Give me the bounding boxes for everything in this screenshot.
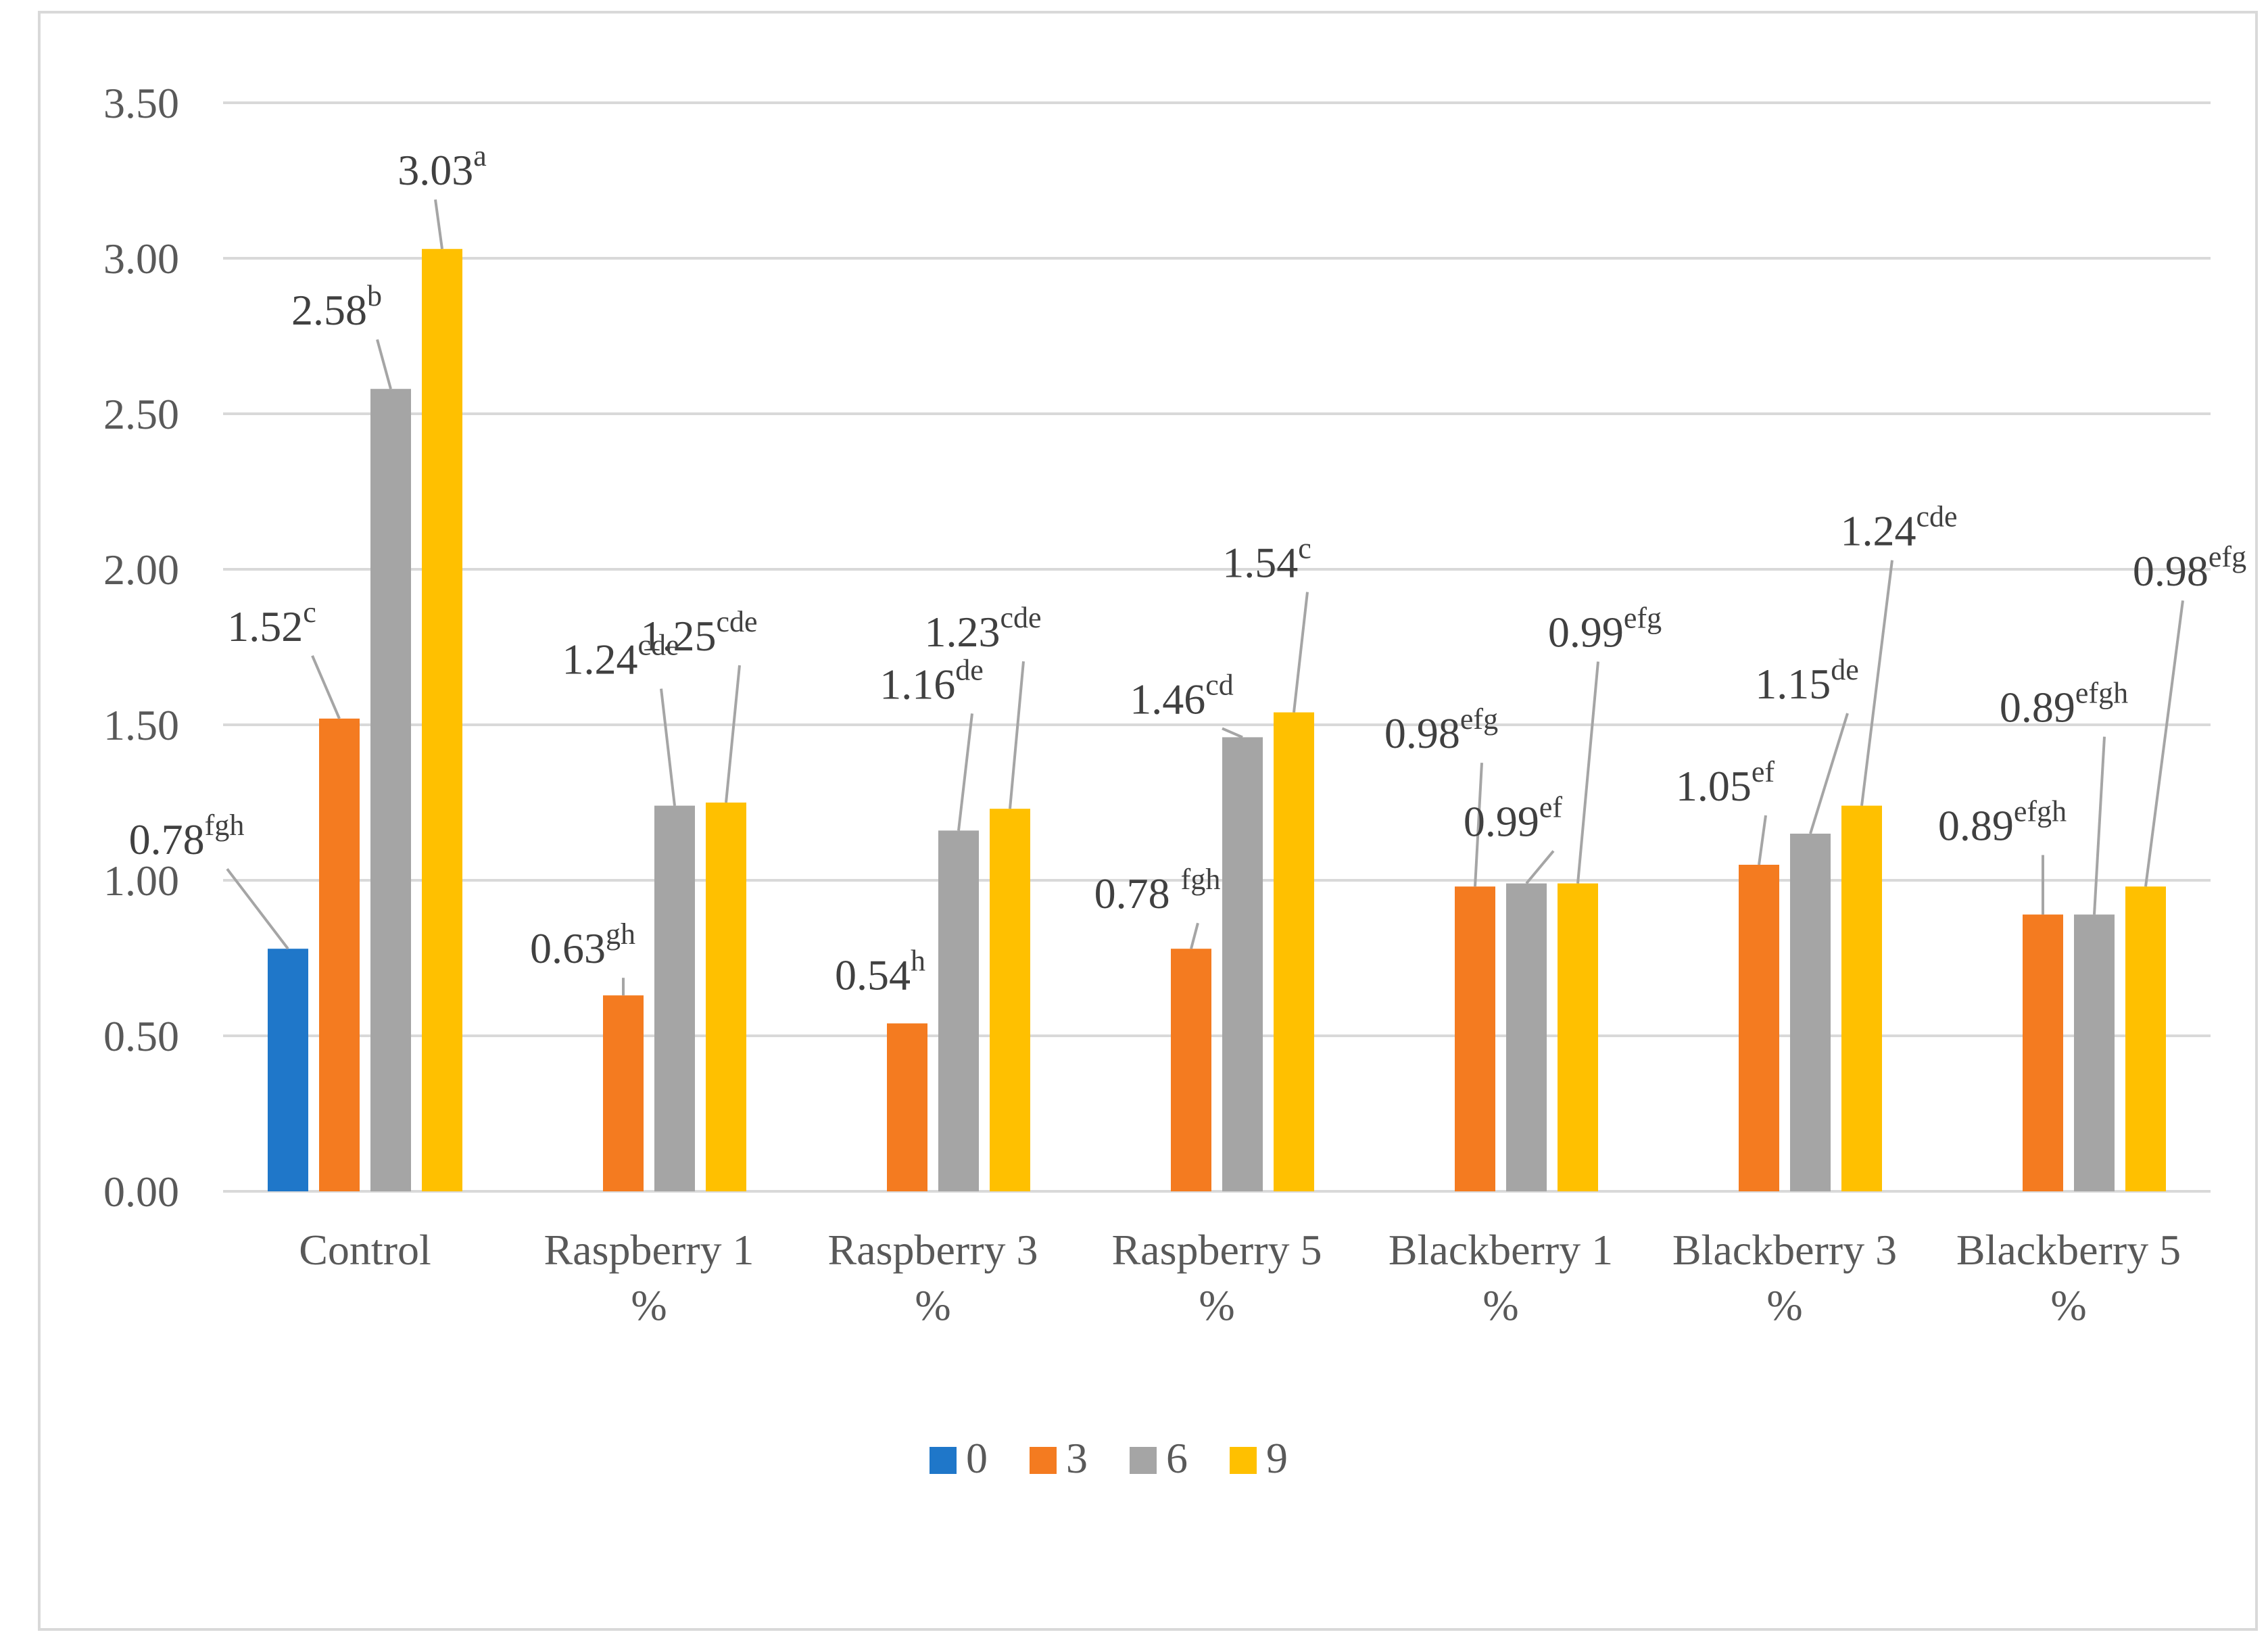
bar: [422, 249, 462, 1192]
bar: [887, 1023, 927, 1191]
bar: [1274, 712, 1314, 1191]
leader-line: [1860, 560, 1893, 806]
leader-line: [725, 665, 741, 803]
bar: [1455, 886, 1495, 1191]
data-label: 1.54c: [1222, 532, 1311, 587]
y-tick-label: 1.50: [103, 701, 179, 749]
leader-line: [1809, 713, 1849, 834]
legend-swatch: [1230, 1447, 1257, 1474]
x-category-label: %: [1199, 1281, 1234, 1329]
bar: [603, 995, 644, 1191]
y-tick-label: 0.00: [103, 1168, 179, 1216]
x-category-label: %: [915, 1281, 950, 1329]
data-label: 0.98efg: [1384, 702, 1498, 757]
axis-labels: 0.00 0.50 1.00 1.50 2.00 2.50 3.00 3.50 Control R…: [103, 79, 2181, 1329]
data-label: 1.24cde: [1840, 500, 1957, 555]
leader-line: [311, 655, 341, 719]
data-label: 2.58b: [291, 279, 382, 334]
leader-line: [1758, 815, 1767, 865]
data-label: 0.63gh: [530, 917, 635, 972]
data-label: 0.99efg: [1548, 602, 1662, 657]
data-label: 0.54h: [835, 945, 925, 999]
legend-swatch: [1130, 1447, 1157, 1474]
data-label: 0.78fgh: [129, 809, 245, 863]
y-tick-label: 2.00: [103, 546, 179, 594]
data-label: 3.03a: [397, 139, 487, 194]
x-category-label: %: [1482, 1281, 1518, 1329]
leader-line: [1293, 592, 1309, 713]
data-label: 0.89efgh: [1938, 795, 2067, 850]
leader-line: [1190, 922, 1199, 949]
y-tick-label: 3.00: [103, 235, 179, 283]
bar: [1841, 805, 1882, 1191]
leader-line: [1525, 850, 1555, 884]
bar: [938, 830, 979, 1191]
x-category-label: Raspberry 3: [827, 1226, 1038, 1274]
leader-line: [1222, 727, 1243, 739]
y-tick-label: 2.50: [103, 390, 179, 438]
data-label: 0.98efg: [2133, 540, 2246, 595]
leader-line: [2093, 736, 2106, 915]
leader-line: [957, 713, 973, 831]
data-label: 1.15de: [1755, 653, 1859, 708]
leader-line: [1474, 763, 1483, 887]
leader-line: [1009, 661, 1025, 809]
x-category-label: Blackberry 1: [1389, 1226, 1613, 1274]
x-category-label: %: [2050, 1281, 2086, 1329]
bar: [706, 803, 746, 1191]
legend-label: 3: [1066, 1434, 1088, 1482]
data-label: 1.25cde: [640, 605, 757, 660]
bar: [319, 718, 360, 1191]
bar: [1739, 865, 1779, 1191]
data-label: 1.46cd: [1130, 668, 1234, 723]
x-category-label: Blackberry 3: [1672, 1226, 1897, 1274]
leader-line: [660, 688, 676, 806]
data-label: 1.23cde: [924, 601, 1041, 656]
data-labels: 0.78fgh 1.52c 0.63gh 0.54h 0.78 fgh 0.98efg 1.…: [129, 139, 2246, 999]
bar: [1558, 883, 1598, 1191]
leader-line: [376, 339, 392, 389]
bar: [1171, 949, 1211, 1191]
leader-line: [226, 867, 289, 950]
legend: 0 3 6 9: [930, 1434, 1288, 1482]
legend-swatch: [1030, 1447, 1057, 1474]
data-label: 1.52c: [227, 596, 316, 650]
data-label: 1.16de: [879, 653, 984, 708]
x-category-label: %: [1766, 1281, 1802, 1329]
bars: [268, 249, 2166, 1192]
y-tick-label: 3.50: [103, 79, 179, 127]
leader-line: [2144, 600, 2184, 887]
legend-label: 9: [1266, 1434, 1288, 1482]
data-label: 1.05ef: [1676, 755, 1775, 810]
x-category-label: %: [631, 1281, 667, 1329]
bar: [370, 389, 411, 1192]
leader-line: [1576, 661, 1599, 884]
bar: [2125, 886, 2166, 1191]
bar: [1222, 737, 1263, 1191]
data-label: 0.78 fgh: [1094, 863, 1221, 917]
y-tick-label: 1.00: [103, 857, 179, 905]
legend-label: 0: [966, 1434, 988, 1482]
legend-label: 6: [1166, 1434, 1188, 1482]
x-category-label: Raspberry 1: [544, 1226, 754, 1274]
bar: [990, 809, 1030, 1191]
y-tick-label: 0.50: [103, 1012, 179, 1060]
data-label: 0.89efgh: [2000, 677, 2128, 732]
leader-line: [434, 199, 443, 249]
bar: [2074, 914, 2115, 1191]
legend-swatch: [930, 1447, 957, 1474]
x-category-label: Blackberry 5: [1956, 1226, 2181, 1274]
leader-lines: [226, 199, 2184, 996]
data-label: 0.99ef: [1464, 791, 1563, 846]
data-label: 1.24cde: [562, 629, 679, 684]
x-category-label: Control: [299, 1226, 431, 1274]
bar: [1790, 834, 1831, 1191]
bar: [1506, 883, 1547, 1191]
x-category-label: Raspberry 5: [1111, 1226, 1322, 1274]
bar: [268, 949, 308, 1191]
bar: [2023, 914, 2063, 1191]
bar: [654, 805, 695, 1191]
